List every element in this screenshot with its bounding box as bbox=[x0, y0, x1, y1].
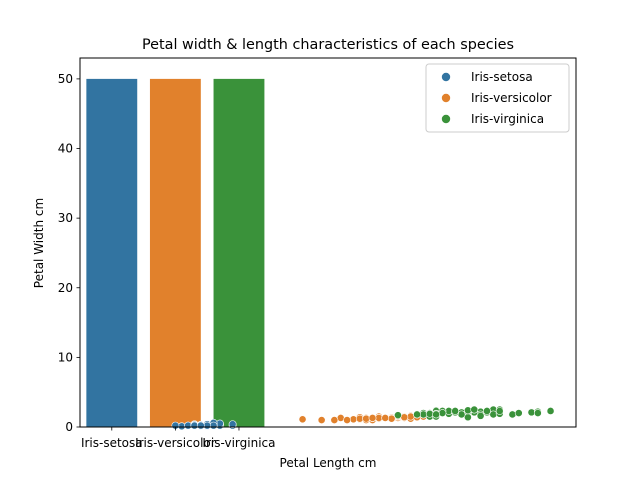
point-iris-virginica bbox=[483, 407, 491, 415]
point-iris-virginica bbox=[508, 410, 517, 419]
point-iris-virginica bbox=[527, 408, 536, 417]
y-tick-label: 30 bbox=[58, 211, 73, 225]
legend-label: Iris-setosa bbox=[471, 70, 533, 84]
x-tick-label: Iris-versicolor bbox=[135, 436, 216, 450]
point-iris-setosa bbox=[228, 420, 237, 429]
legend-label: Iris-virginica bbox=[471, 112, 544, 126]
bar-iris-virginica bbox=[213, 78, 265, 428]
point-iris-versicolor bbox=[387, 414, 396, 423]
axes-layer bbox=[79, 57, 577, 428]
y-tick-label: 20 bbox=[58, 281, 73, 295]
x-tick-label: Iris-setosa bbox=[81, 436, 143, 450]
point-iris-virginica bbox=[470, 405, 479, 414]
point-iris-virginica bbox=[432, 410, 441, 419]
y-tick-label: 0 bbox=[65, 420, 73, 434]
point-iris-versicolor bbox=[330, 416, 339, 424]
y-tick-label: 10 bbox=[58, 350, 73, 364]
legend: Iris-setosa Iris-versicolor Iris-virginica bbox=[425, 63, 570, 133]
point-iris-virginica bbox=[476, 411, 485, 420]
point-iris-virginica bbox=[463, 406, 472, 415]
x-tick-label: Iris-virginica bbox=[202, 436, 275, 450]
point-iris-virginica bbox=[533, 409, 542, 417]
bars-layer bbox=[86, 78, 265, 428]
point-iris-setosa bbox=[196, 421, 205, 430]
x-axis-label: Petal Length cm bbox=[280, 456, 377, 470]
point-iris-virginica bbox=[451, 407, 460, 415]
point-iris-versicolor bbox=[343, 416, 351, 424]
point-iris-virginica bbox=[413, 410, 421, 419]
point-iris-versicolor bbox=[368, 414, 377, 422]
legend-marker bbox=[441, 114, 451, 124]
legend-label: Iris-versicolor bbox=[471, 91, 552, 105]
y-tick-label: 50 bbox=[58, 72, 73, 86]
ticks-layer: 0 10 20 30 40 50 Iris-setosaIris-versicolorIri… bbox=[58, 72, 276, 450]
point-iris-virginica bbox=[394, 411, 402, 420]
y-tick-label: 40 bbox=[58, 142, 73, 156]
bar-iris-setosa bbox=[86, 78, 138, 428]
point-iris-versicolor bbox=[349, 415, 358, 424]
point-iris-virginica bbox=[489, 410, 498, 419]
point-iris-setosa bbox=[177, 422, 186, 431]
point-iris-virginica bbox=[514, 409, 523, 417]
chart-title: Petal width & length characteristics of … bbox=[142, 37, 514, 53]
legend-frame bbox=[425, 63, 570, 133]
plot-frame bbox=[79, 57, 577, 428]
point-iris-virginica bbox=[438, 409, 447, 417]
point-iris-versicolor bbox=[317, 416, 326, 424]
point-iris-virginica bbox=[425, 409, 434, 418]
point-iris-virginica bbox=[495, 407, 504, 415]
y-axis-label: Petal Width cm bbox=[32, 198, 46, 288]
legend-marker bbox=[441, 93, 451, 103]
point-iris-versicolor bbox=[362, 414, 371, 423]
point-iris-versicolor bbox=[298, 415, 307, 424]
legend-marker bbox=[441, 72, 451, 82]
bar-iris-versicolor bbox=[149, 78, 201, 428]
point-iris-virginica bbox=[546, 407, 555, 415]
point-iris-versicolor bbox=[381, 414, 390, 422]
